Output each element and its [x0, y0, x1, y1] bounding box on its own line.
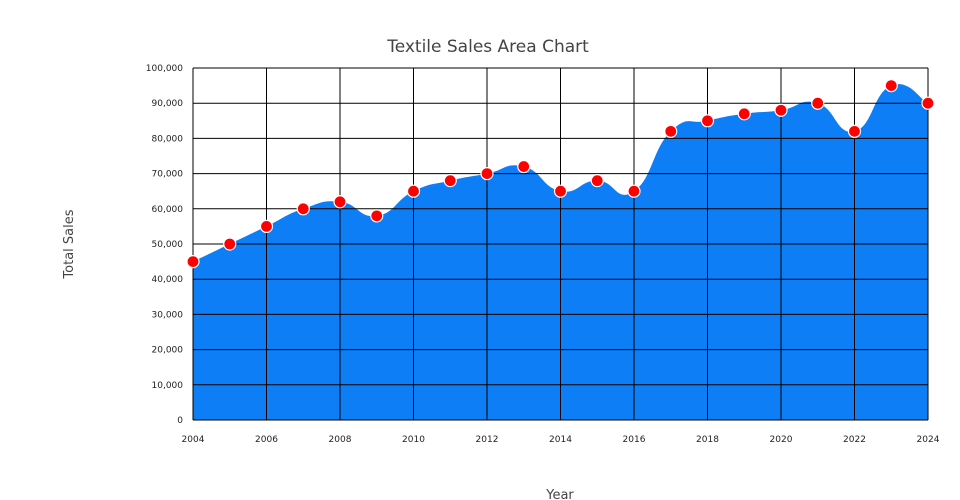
data-point-marker	[847, 124, 862, 138]
data-point-marker	[627, 184, 641, 198]
data-point-marker	[443, 174, 457, 188]
y-tick-label: 50,000	[152, 240, 184, 250]
y-tick-label: 0	[177, 416, 183, 426]
x-tick-label: 2006	[255, 435, 278, 445]
y-tick-label: 80,000	[152, 134, 184, 144]
data-point-marker	[186, 255, 200, 269]
data-point-marker	[921, 96, 935, 110]
x-tick-label: 2024	[917, 435, 940, 445]
chart-title: Textile Sales Area Chart	[386, 37, 589, 57]
y-tick-label: 30,000	[152, 310, 184, 320]
axis-layer: 2004 2006 2008 2010 2012 2014 2016 2018 2020 2022…	[146, 64, 940, 445]
marker-layer	[186, 78, 935, 269]
data-point-marker	[480, 167, 494, 181]
y-tick-label: 20,000	[152, 346, 184, 356]
data-point-marker	[223, 237, 237, 251]
x-tick-label: 2020	[770, 435, 793, 445]
x-tick-label: 2018	[696, 435, 719, 445]
y-tick-label: 60,000	[152, 205, 184, 215]
y-tick-label: 40,000	[152, 275, 184, 285]
y-tick-label: 90,000	[152, 99, 184, 109]
y-axis-title: Total Sales	[62, 209, 77, 279]
y-tick-label: 70,000	[152, 170, 184, 180]
data-point-marker	[700, 114, 715, 128]
data-point-marker	[884, 78, 898, 93]
data-point-marker	[517, 159, 531, 174]
y-tick-label: 100,000	[146, 64, 183, 74]
data-point-marker	[370, 209, 384, 223]
data-point-marker	[664, 124, 678, 138]
x-tick-label: 2016	[623, 435, 646, 445]
x-tick-label: 2004	[182, 435, 205, 445]
data-point-marker	[811, 96, 825, 110]
x-tick-label: 2008	[329, 435, 352, 445]
x-axis-title: Year	[545, 488, 574, 500]
data-point-marker	[296, 202, 310, 216]
x-tick-label: 2010	[402, 435, 425, 445]
grid-layer	[192, 67, 929, 421]
data-point-marker	[333, 195, 347, 209]
data-point-marker	[406, 184, 421, 198]
data-point-marker	[774, 103, 788, 117]
data-point-marker	[590, 174, 604, 188]
y-tick-label: 10,000	[152, 381, 184, 391]
x-tick-label: 2012	[476, 435, 499, 445]
data-point-marker	[259, 219, 274, 233]
data-point-marker	[553, 184, 568, 198]
x-tick-label: 2022	[843, 435, 866, 445]
x-tick-label: 2014	[549, 435, 572, 445]
data-point-marker	[737, 107, 751, 121]
